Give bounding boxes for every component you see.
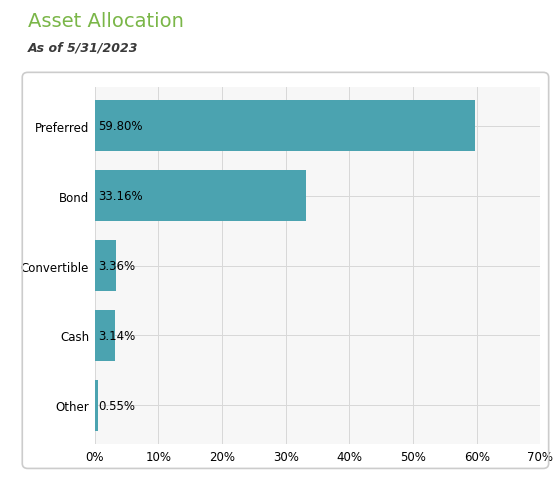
Text: 3.14%: 3.14% — [99, 329, 136, 342]
Text: 3.36%: 3.36% — [99, 260, 136, 272]
Bar — [95, 171, 306, 221]
Bar — [95, 101, 475, 151]
Text: As of 5/31/2023: As of 5/31/2023 — [28, 41, 138, 55]
Text: 0.55%: 0.55% — [99, 399, 135, 412]
Bar — [95, 241, 116, 291]
Text: 33.16%: 33.16% — [99, 190, 143, 203]
Text: 59.80%: 59.80% — [99, 120, 143, 133]
Text: Asset Allocation: Asset Allocation — [28, 12, 184, 31]
Bar — [95, 381, 98, 431]
Bar — [95, 311, 115, 361]
